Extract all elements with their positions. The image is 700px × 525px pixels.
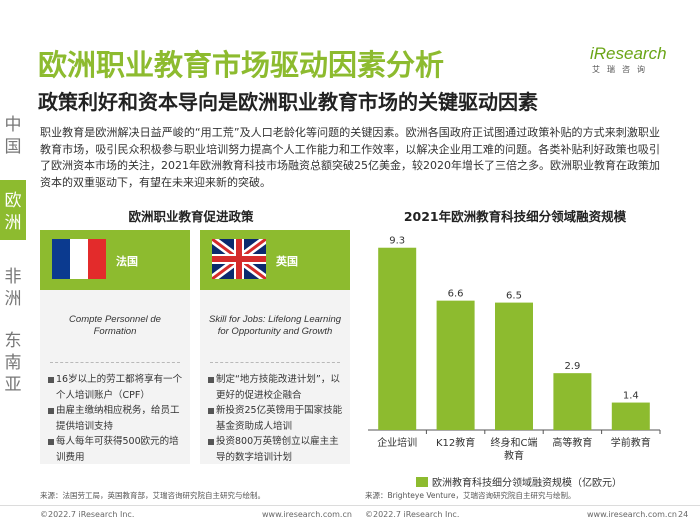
footer-copyright-right: ©2022.7 iResearch Inc. bbox=[365, 510, 460, 519]
card-divider bbox=[50, 362, 180, 363]
bar-value-label: 2.9 bbox=[564, 361, 580, 372]
side-nav-char: 洲 bbox=[4, 213, 22, 233]
bullet-square-icon bbox=[48, 439, 54, 445]
card-scheme-name: Skill for Jobs: Lifelong Learning for Op… bbox=[208, 314, 342, 337]
funding-bar-chart: 9.3 企业培训 6.6 K12教育 6.5 终身和C端 教育 2.9 高等教育 1.4 学前教育 bbox=[360, 222, 680, 472]
logo-subtext: 艾瑞咨询 bbox=[592, 65, 652, 74]
legend-swatch bbox=[416, 476, 428, 487]
chart-legend: 欧洲教育科技细分领域融资规模（亿欧元） bbox=[416, 474, 622, 489]
list-item-text: 制定“地方技能改进计划”，以更好的促进校企融合 bbox=[216, 374, 340, 401]
side-nav-char: 非 bbox=[4, 267, 22, 287]
iresearch-logo: iResearch 艾瑞咨询 bbox=[590, 44, 670, 82]
side-nav-item-europe[interactable]: 欧 洲 bbox=[0, 180, 26, 240]
side-nav-item-china[interactable]: 中 国 bbox=[0, 108, 26, 160]
list-item: 新投资25亿英镑用于国家技能基金资助成人培训 bbox=[208, 403, 346, 434]
bar-value-label: 6.6 bbox=[448, 289, 464, 300]
france-flag-icon bbox=[52, 239, 106, 279]
category-label: 高等教育 bbox=[552, 436, 592, 449]
policy-section-title: 欧洲职业教育促进政策 bbox=[128, 209, 254, 224]
policy-card-france: 法国 Compte Personnel de Formation 16岁以上的劳… bbox=[40, 230, 190, 464]
footer-copyright-left: ©2022.7 iResearch Inc. bbox=[40, 510, 135, 519]
list-item: 16岁以上的劳工都将享有一个个人培训账户（CPF） bbox=[48, 372, 186, 403]
category-label: K12教育 bbox=[436, 436, 475, 449]
card-country-label: 英国 bbox=[276, 255, 298, 268]
card-scheme-name: Compte Personnel de Formation bbox=[69, 314, 161, 337]
chart-title: 2021年欧洲教育科技细分领域融资规模 bbox=[403, 209, 627, 224]
category-label: 终身和C端 bbox=[491, 436, 538, 449]
footer-url-left[interactable]: www.iresearch.com.cn bbox=[262, 510, 352, 519]
source-note-left: 来源：法国劳工局，英国教育部，艾瑞咨询研究院自主研究与绘制。 bbox=[40, 491, 265, 500]
source-note-right: 来源：Brighteye Venture，艾瑞咨询研究院自主研究与绘制。 bbox=[365, 491, 576, 500]
list-item-text: 新投资25亿英镑用于国家技能基金资助成人培训 bbox=[216, 405, 343, 432]
bar-value-label: 6.5 bbox=[506, 291, 522, 302]
footer-url-right[interactable]: www.iresearch.com.cn bbox=[587, 510, 677, 519]
chart-bar bbox=[495, 302, 533, 430]
policy-card-uk: 英国 Skill for Jobs: Lifelong Learning for… bbox=[200, 230, 350, 464]
side-nav-char: 南 bbox=[4, 353, 22, 373]
page-number: 24 bbox=[678, 510, 689, 519]
legend-label: 欧洲教育科技细分领域融资规模（亿欧元） bbox=[432, 478, 622, 489]
bar-value-label: 1.4 bbox=[623, 391, 639, 402]
list-item: 投资800万英镑创立以雇主主导的数字培训计划 bbox=[208, 434, 346, 465]
side-nav-char: 洲 bbox=[4, 289, 22, 309]
side-nav-char: 国 bbox=[4, 137, 22, 157]
list-item-text: 16岁以上的劳工都将享有一个个人培训账户（CPF） bbox=[56, 374, 183, 401]
list-item: 由雇主缴纳相应税务，给员工提供培训支持 bbox=[48, 403, 186, 434]
uk-flag-icon bbox=[212, 239, 266, 279]
category-label: 学前教育 bbox=[611, 436, 651, 449]
side-nav-char: 中 bbox=[4, 115, 22, 135]
list-item-text: 投资800万英镑创立以雇主主导的数字培训计划 bbox=[216, 436, 339, 463]
category-label: 教育 bbox=[504, 449, 524, 462]
logo-wordmark: iResearch bbox=[590, 44, 667, 63]
side-nav-item-southeast-asia[interactable]: 东 南 亚 bbox=[0, 330, 26, 400]
page-subtitle: 政策利好和资本导向是欧洲职业教育市场的关键驱动因素 bbox=[38, 90, 538, 114]
card-divider bbox=[210, 362, 340, 363]
card-header: 法国 bbox=[40, 230, 190, 290]
chart-bar bbox=[436, 300, 475, 430]
side-nav: 中 国 欧 洲 非 洲 东 南 亚 bbox=[0, 108, 26, 400]
bullet-square-icon bbox=[208, 439, 214, 445]
side-nav-char: 欧 bbox=[4, 191, 22, 211]
bullet-square-icon bbox=[208, 408, 214, 414]
side-nav-char: 亚 bbox=[4, 375, 22, 395]
card-header: 英国 bbox=[200, 230, 350, 290]
side-nav-item-africa[interactable]: 非 洲 bbox=[0, 260, 26, 328]
side-nav-char: 东 bbox=[4, 331, 22, 351]
bullet-square-icon bbox=[48, 377, 54, 383]
bullet-square-icon bbox=[208, 377, 214, 383]
card-policy-list: 16岁以上的劳工都将享有一个个人培训账户（CPF） 由雇主缴纳相应税务，给员工提… bbox=[40, 363, 190, 465]
chart-bar bbox=[611, 402, 650, 430]
chart-bar bbox=[378, 247, 417, 430]
card-country-label: 法国 bbox=[116, 255, 138, 268]
page-title: 欧洲职业教育市场驱动因素分析 bbox=[38, 48, 445, 82]
bullet-square-icon bbox=[48, 408, 54, 414]
list-item: 每人每年可获得500欧元的培训费用 bbox=[48, 434, 186, 465]
bar-value-label: 9.3 bbox=[389, 236, 405, 247]
card-policy-list: 制定“地方技能改进计划”，以更好的促进校企融合 新投资25亿英镑用于国家技能基金… bbox=[200, 363, 350, 465]
list-item: 制定“地方技能改进计划”，以更好的促进校企融合 bbox=[208, 372, 346, 403]
chart-bar bbox=[553, 373, 592, 430]
list-item-text: 由雇主缴纳相应税务，给员工提供培训支持 bbox=[56, 405, 180, 432]
intro-paragraph: 职业教育是欧洲解决日益严峻的“用工荒”及人口老龄化等问题的关键因素。欧洲各国政府… bbox=[40, 126, 660, 189]
footer-divider bbox=[0, 505, 700, 506]
list-item-text: 每人每年可获得500欧元的培训费用 bbox=[56, 436, 179, 463]
category-label: 企业培训 bbox=[377, 436, 417, 449]
